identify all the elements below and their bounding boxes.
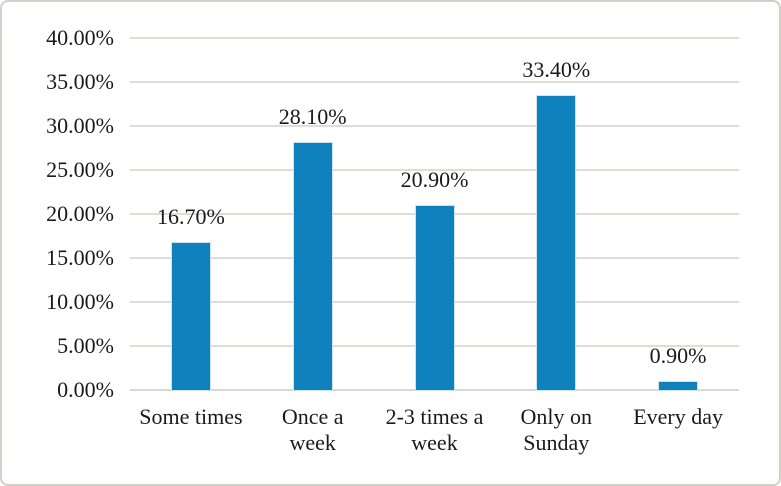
gridline [130, 125, 739, 127]
bar-data-label: 28.10% [278, 103, 347, 129]
bar [415, 206, 454, 390]
bar [659, 382, 698, 390]
y-axis-tick-label: 10.00% [46, 289, 114, 314]
y-axis-tick-label: 40.00% [46, 25, 114, 50]
x-axis-category-label: Every day [633, 404, 723, 429]
bar-data-label: 20.90% [400, 167, 469, 193]
x-axis-line [130, 389, 739, 391]
bar [171, 243, 210, 390]
x-axis-category-label: 2-3 times a week [385, 404, 484, 455]
gridline [130, 81, 739, 83]
x-axis-category-label: Once a week [281, 404, 344, 455]
bar-data-label: 33.40% [522, 57, 591, 83]
y-axis-tick-label: 35.00% [46, 69, 114, 94]
x-axis-category-label: Some times [139, 404, 243, 429]
plot-area: 16.70% 28.10% 20.90% 33.40% 0.90% [130, 37, 739, 391]
x-axis-category-label: Only on Sunday [520, 404, 593, 455]
gridline [130, 169, 739, 171]
y-axis-tick-label: 0.00% [57, 377, 114, 402]
bar-data-label: 0.90% [649, 343, 707, 369]
bar [537, 96, 576, 390]
y-axis-tick-label: 20.00% [46, 201, 114, 226]
gridline [130, 37, 739, 39]
y-axis-tick-label: 30.00% [46, 113, 114, 138]
bar [293, 142, 332, 390]
bar-data-label: 16.70% [156, 204, 225, 230]
y-axis-tick-label: 25.00% [46, 157, 114, 182]
y-axis-tick-label: 5.00% [57, 333, 114, 358]
y-axis-tick-label: 15.00% [46, 245, 114, 270]
